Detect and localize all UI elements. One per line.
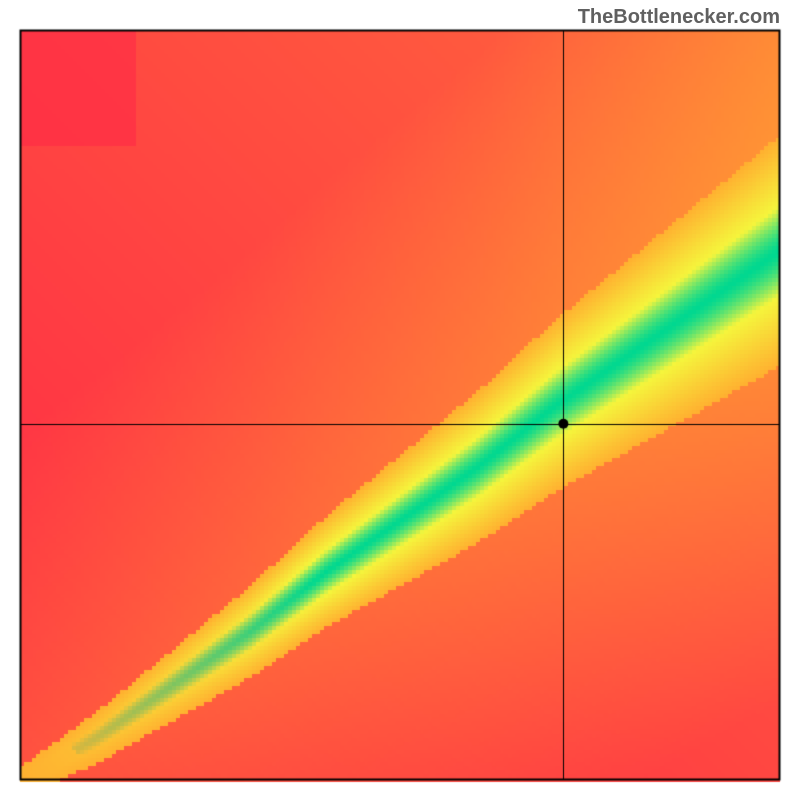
chart-container: TheBottlenecker.com <box>0 0 800 800</box>
attribution-label: TheBottlenecker.com <box>578 6 780 29</box>
heatmap-canvas <box>0 0 800 800</box>
